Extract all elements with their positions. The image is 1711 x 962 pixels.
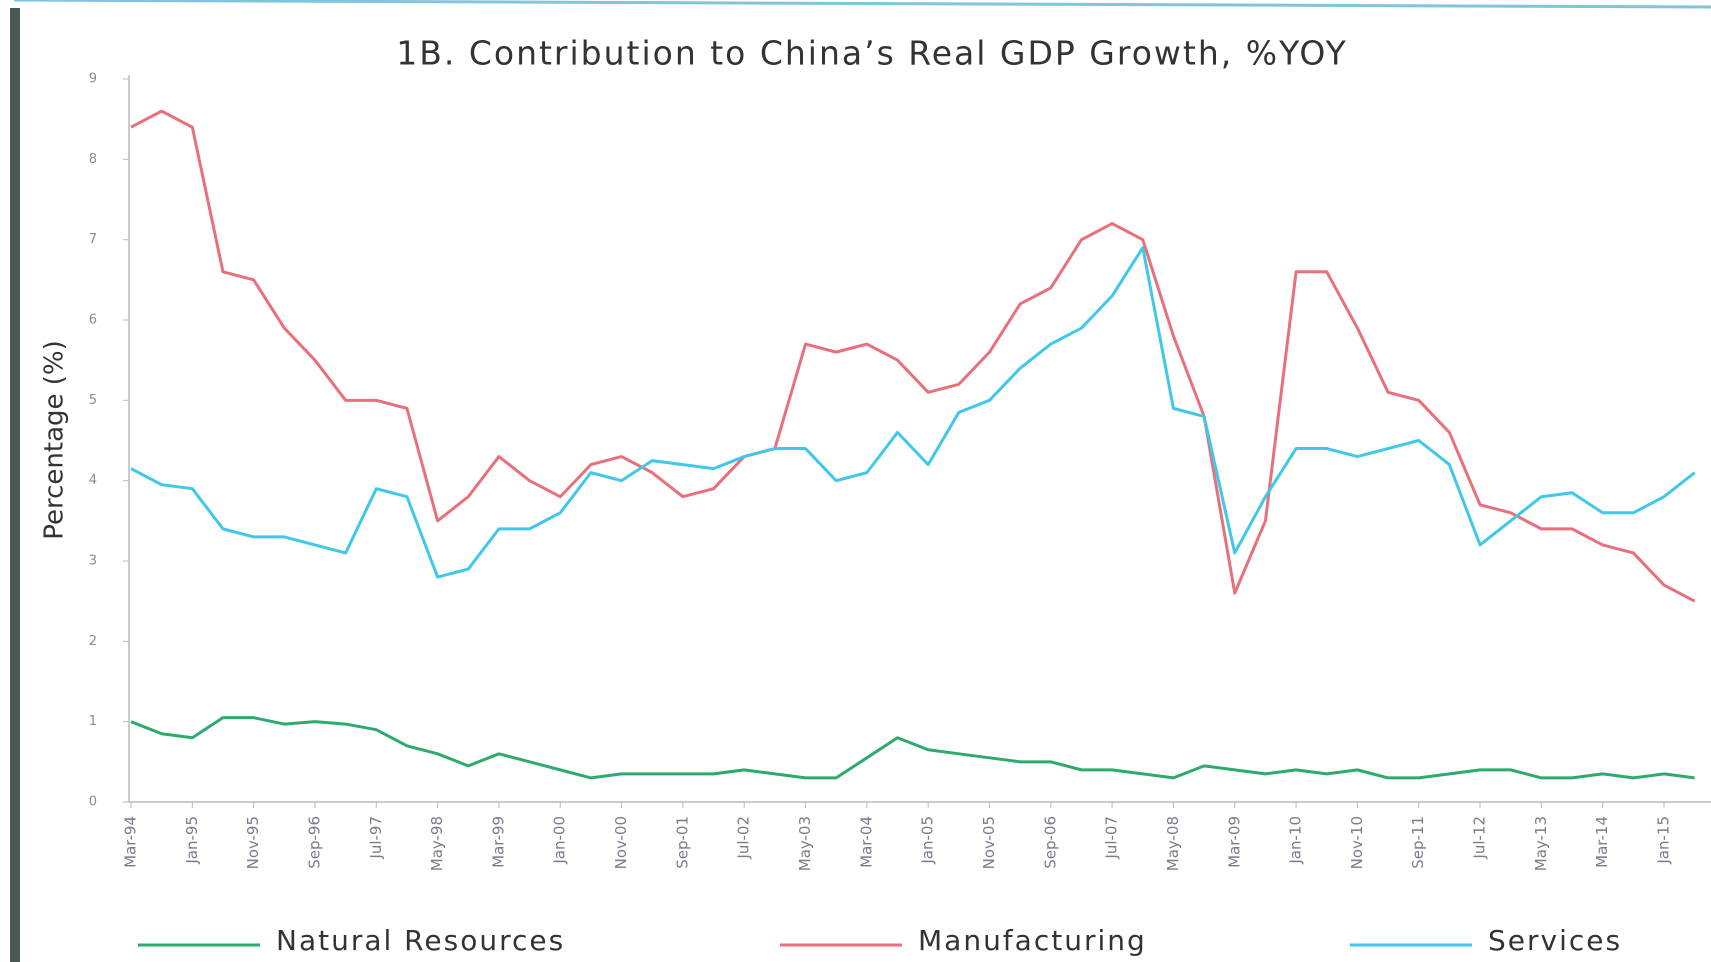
x-tick-label: Mar-99: [489, 816, 507, 868]
x-tick-label: Nov-10: [1348, 816, 1366, 869]
y-tick-label: 4: [89, 473, 97, 488]
x-tick-label: Mar-04: [857, 816, 875, 868]
y-axis-label: Percentage (%): [40, 340, 70, 540]
x-tick-label: Sep-11: [1409, 816, 1427, 869]
y-tick-label: 6: [89, 313, 97, 328]
x-tick-label: Mar-09: [1225, 816, 1243, 868]
x-tick-label: May-98: [428, 816, 446, 871]
line-series: [130, 246, 1696, 579]
legend-label: Manufacturing: [918, 924, 1147, 957]
y-tick-label: 1: [89, 714, 97, 729]
y-tick-label: 7: [89, 232, 97, 247]
x-tick-label: Jul-07: [1103, 816, 1121, 860]
x-tick-label: Mar-14: [1593, 816, 1611, 868]
y-tick-label: 5: [89, 393, 97, 408]
x-tick-label: Jul-97: [367, 816, 385, 860]
y-tick-label: 2: [89, 634, 97, 649]
y-tick-label: 0: [89, 795, 97, 810]
x-tick-label: Nov-05: [980, 816, 998, 869]
x-tick-label: May-03: [796, 816, 814, 871]
line-series: [130, 716, 1695, 780]
x-tick-label: Sep-96: [305, 816, 323, 869]
x-tick-label: May-13: [1532, 816, 1550, 871]
x-tick-label: Nov-00: [612, 816, 630, 869]
x-tick-label: Jul-12: [1471, 816, 1489, 860]
y-tick-label: 8: [89, 152, 97, 167]
x-tick-label: May-08: [1164, 816, 1182, 871]
frame-top: [13, 0, 1711, 9]
y-tick-label: 3: [89, 554, 97, 569]
line-series: [130, 109, 1696, 603]
x-tick-label: Mar-94: [122, 816, 140, 868]
x-tick-label: Jan-10: [1287, 816, 1305, 865]
chart-title: 1B. Contribution to China’s Real GDP Gro…: [396, 34, 1348, 73]
frame-left: [10, 8, 20, 962]
x-tick-label: Sep-06: [1041, 816, 1059, 869]
x-tick-label: Jan-95: [183, 816, 201, 865]
y-tick-label: 9: [89, 72, 97, 87]
x-tick-label: Jan-05: [919, 816, 937, 865]
x-tick-label: Jan-15: [1655, 816, 1673, 865]
x-tick-label: Jan-00: [551, 816, 569, 865]
legend-label: Services: [1488, 924, 1622, 957]
x-tick-label: Sep-01: [673, 816, 691, 869]
x-tick-label: Jul-02: [735, 816, 753, 860]
x-tick-label: Nov-95: [244, 816, 262, 869]
legend-label: Natural Resources: [276, 924, 565, 957]
